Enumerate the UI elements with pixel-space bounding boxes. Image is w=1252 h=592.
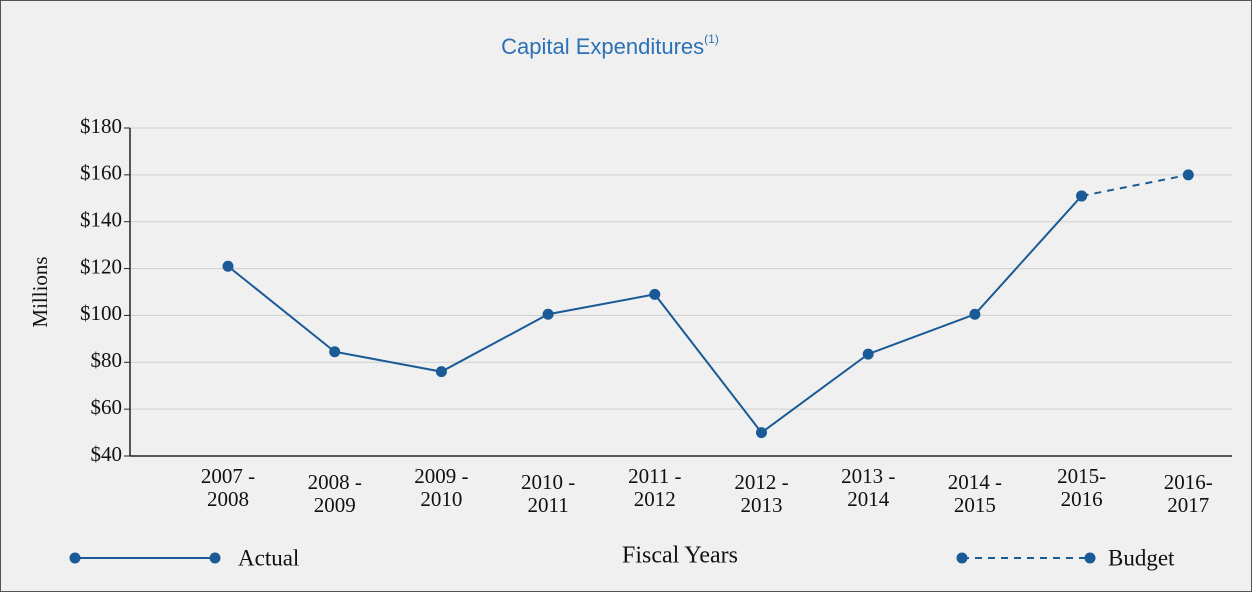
x-tick-label: 2014 [847, 487, 890, 511]
chart-title: Capital Expenditures(1) [501, 32, 719, 59]
y-tick-label: $60 [91, 395, 123, 419]
x-tick-label: 2009 [314, 493, 356, 517]
x-tick-label: 2011 [527, 493, 568, 517]
y-tick-label: $120 [80, 254, 122, 278]
y-axis-label: Millions [28, 256, 52, 327]
legend-point [1084, 552, 1096, 564]
y-tick-label: $40 [91, 442, 123, 466]
title-text: Capital Expenditures [501, 34, 704, 59]
series-point [969, 308, 981, 320]
x-tick-label: 2012 - [734, 470, 788, 494]
x-tick-label: 2016- [1164, 470, 1213, 494]
y-tick-label: $140 [80, 208, 122, 232]
x-tick-label: 2013 - [841, 464, 895, 488]
series-point [222, 260, 234, 272]
series-point [649, 288, 661, 300]
x-tick-label: 2016 [1061, 487, 1103, 511]
legend-label: Budget [1108, 545, 1175, 570]
x-tick-label: 2017 [1167, 493, 1209, 517]
series-point [435, 366, 447, 378]
x-tick-label: 2015 [954, 493, 996, 517]
series-point [1076, 190, 1088, 202]
x-tick-label: 2008 - [308, 470, 362, 494]
y-tick-label: $180 [80, 114, 122, 138]
series-point [756, 427, 767, 439]
x-tick-label: 2015- [1057, 464, 1106, 488]
y-tick-label: $100 [80, 301, 122, 325]
y-tick-label: $160 [80, 161, 122, 185]
x-tick-label: 2014 - [948, 470, 1002, 494]
x-axis-label: Fiscal Years [622, 543, 738, 569]
legend-label: Actual [238, 545, 299, 570]
x-tick-label: 2012 [634, 487, 676, 511]
y-tick-label: $80 [91, 348, 123, 372]
series-point [329, 346, 341, 358]
x-tick-label: 2010 [420, 487, 462, 511]
x-tick-label: 2009 - [414, 464, 468, 488]
x-tick-label: 2010 - [521, 470, 575, 494]
series-line [1081, 173, 1189, 197]
legend-point [69, 552, 81, 564]
legend-point [956, 552, 968, 564]
series-point [862, 348, 874, 360]
series-point [542, 308, 554, 320]
x-tick-label: 2008 [207, 487, 249, 511]
x-tick-label: 2013 [741, 493, 783, 517]
legend-point [209, 552, 221, 564]
series-point [1182, 169, 1194, 181]
x-tick-label: 2011 - [628, 464, 681, 488]
x-tick-label: 2007 - [201, 464, 255, 488]
title-superscript: (1) [704, 32, 719, 46]
